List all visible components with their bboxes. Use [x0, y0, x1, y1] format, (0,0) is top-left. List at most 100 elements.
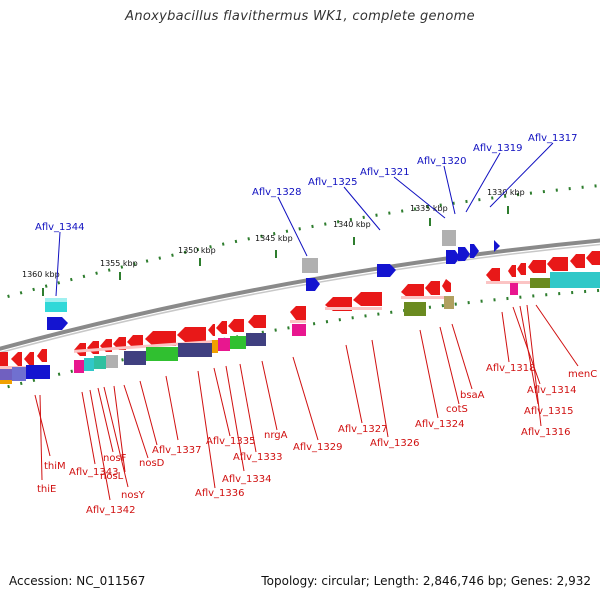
gene-feature [586, 251, 600, 265]
gene-feature [45, 298, 67, 302]
gene-feature [377, 264, 396, 277]
gene-feature [306, 278, 320, 291]
lower-leaders [34, 304, 579, 501]
scale-ring-upper [0, 184, 600, 301]
gene-feature [0, 380, 12, 384]
gene-feature [74, 360, 84, 373]
gene-label-upper: Aflv_1319 [473, 143, 523, 154]
gene-label-lower: Aflv_1315 [524, 406, 574, 417]
gene-feature [87, 341, 99, 354]
gene-feature [218, 338, 230, 351]
gene-label-lower: Aflv_1327 [338, 424, 388, 435]
gene-feature [0, 369, 12, 381]
gene-feature [517, 263, 526, 275]
gene-feature [458, 247, 470, 261]
scale-label: 1345 kbp [255, 234, 293, 243]
gene-label-lower: Aflv_1335 [206, 436, 256, 447]
genome-backbone [0, 238, 600, 351]
gene-feature [442, 230, 456, 246]
accession-text: Accession: NC_011567 [9, 574, 146, 588]
upper-features [45, 230, 500, 330]
gene-feature [12, 367, 26, 381]
gene-label-lower: Aflv_1334 [222, 474, 272, 485]
gene-feature [26, 365, 50, 379]
cog-blocks [0, 272, 600, 384]
gene-feature [530, 278, 550, 288]
genome-summary-text: Topology: circular; Length: 2,846,746 bp… [261, 574, 591, 588]
gene-label-lower: Aflv_1337 [152, 445, 202, 456]
scale-label: 1350 kbp [178, 246, 216, 255]
gene-label-upper: Aflv_1344 [35, 222, 85, 233]
gene-feature [353, 292, 382, 306]
gene-feature [444, 296, 454, 309]
scale-label: 1335 kbp [410, 204, 448, 213]
gene-feature [145, 331, 176, 346]
gene-feature [442, 279, 451, 292]
gene-feature [528, 260, 546, 273]
gene-feature [228, 319, 244, 332]
gene-feature [208, 324, 215, 336]
gene-feature [246, 333, 266, 346]
gene-label-lower: nosF [103, 453, 127, 464]
gene-feature [486, 268, 500, 282]
gene-feature [547, 257, 568, 271]
gene-feature [124, 351, 146, 365]
gene-feature [494, 240, 500, 252]
scale-ring-lower [0, 288, 600, 391]
gene-feature [425, 281, 440, 295]
gene-label-lower: Aflv_1342 [86, 505, 136, 516]
gene-label-upper: Aflv_1321 [360, 167, 410, 178]
gene-label-lower: Aflv_1336 [195, 488, 245, 499]
gene-label-lower: cotS [446, 404, 468, 415]
gene-feature [94, 356, 106, 369]
gene-feature [404, 302, 426, 316]
gene-label-lower: nosD [139, 458, 165, 469]
genome-backbone-shadow [0, 243, 600, 354]
gene-feature [212, 340, 218, 353]
gene-label-lower: Aflv_1329 [293, 442, 343, 453]
gene-label-upper: Aflv_1328 [252, 187, 302, 198]
gene-feature [216, 321, 227, 334]
scale-label: 1330 kbp [487, 188, 525, 197]
scale-label: 1360 kbp [22, 270, 60, 279]
gene-feature [37, 349, 47, 362]
gene-label-lower: nrgA [264, 430, 288, 441]
gene-label-lower: thiM [44, 461, 66, 472]
gene-feature [470, 244, 479, 258]
gene-feature [0, 352, 8, 366]
gene-label-lower: thiE [37, 484, 56, 495]
gene-feature [127, 335, 143, 348]
gene-feature [401, 284, 424, 298]
gene-feature [302, 258, 318, 273]
gene-label-lower: Aflv_1333 [233, 452, 283, 463]
scale-label: 1355 kbp [100, 259, 138, 268]
gene-feature [290, 306, 306, 320]
map-title: Anoxybacillus flavithermus WK1, complete… [125, 9, 475, 24]
gene-feature [570, 254, 585, 268]
gene-feature [11, 352, 22, 366]
gene-feature [146, 347, 178, 361]
gene-feature [24, 352, 34, 366]
gene-feature [230, 336, 246, 349]
gene-feature [47, 317, 68, 330]
gene-feature [446, 250, 460, 264]
gene-feature [248, 315, 266, 328]
gene-feature [510, 283, 518, 295]
upper-leaders [55, 142, 554, 297]
gene-label-lower: nosY [121, 490, 146, 501]
gene-label-lower: nosL [100, 471, 124, 482]
gene-feature [106, 355, 118, 368]
gene-label-lower: menC [568, 369, 597, 380]
gene-label-lower: Aflv_1318 [486, 363, 536, 374]
gene-label-lower: bsaA [460, 390, 485, 401]
reverse-features [0, 251, 600, 366]
gene-feature [84, 358, 94, 371]
gene-label-lower: Aflv_1324 [415, 419, 465, 430]
gene-label-upper: Aflv_1325 [308, 177, 358, 188]
gene-label-lower: Aflv_1343 [69, 467, 119, 478]
gene-feature [508, 265, 516, 277]
gene-feature [550, 272, 600, 288]
gene-feature [177, 327, 206, 342]
gene-label-lower: Aflv_1314 [527, 385, 577, 396]
gene-label-upper: Aflv_1320 [417, 156, 467, 167]
